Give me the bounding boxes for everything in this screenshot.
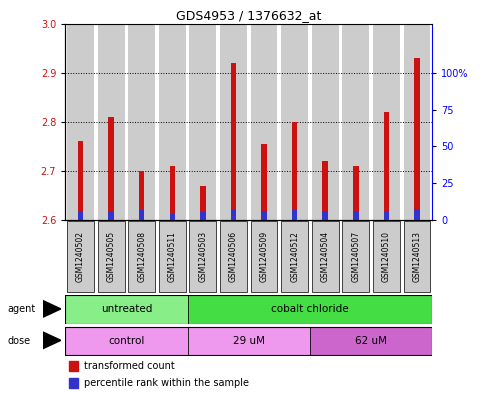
Text: 62 uM: 62 uM — [355, 336, 387, 346]
Text: untreated: untreated — [100, 305, 152, 314]
Text: GSM1240505: GSM1240505 — [107, 231, 115, 282]
FancyBboxPatch shape — [403, 221, 430, 292]
Bar — [220, 24, 247, 220]
Bar — [98, 24, 125, 220]
Bar — [170, 214, 175, 219]
Bar — [231, 209, 236, 219]
Bar — [384, 211, 389, 219]
FancyBboxPatch shape — [67, 221, 94, 292]
Bar — [323, 211, 328, 219]
FancyBboxPatch shape — [189, 221, 216, 292]
FancyBboxPatch shape — [65, 296, 187, 324]
Bar — [200, 186, 206, 220]
Text: 29 uM: 29 uM — [233, 336, 265, 346]
Text: GSM1240504: GSM1240504 — [321, 231, 330, 282]
FancyBboxPatch shape — [65, 327, 187, 355]
Text: GSM1240509: GSM1240509 — [259, 231, 269, 282]
Text: GSM1240513: GSM1240513 — [412, 231, 422, 282]
Polygon shape — [43, 300, 61, 318]
FancyBboxPatch shape — [220, 221, 247, 292]
FancyBboxPatch shape — [342, 221, 369, 292]
Bar — [323, 161, 328, 220]
Text: percentile rank within the sample: percentile rank within the sample — [84, 378, 249, 387]
FancyBboxPatch shape — [281, 221, 308, 292]
FancyBboxPatch shape — [373, 221, 400, 292]
Bar — [353, 166, 358, 220]
FancyBboxPatch shape — [251, 221, 278, 292]
Bar — [342, 24, 369, 220]
Bar — [139, 210, 144, 219]
Bar — [353, 211, 358, 219]
Text: cobalt chloride: cobalt chloride — [271, 305, 349, 314]
Text: GSM1240502: GSM1240502 — [76, 231, 85, 282]
FancyBboxPatch shape — [187, 296, 432, 324]
FancyBboxPatch shape — [159, 221, 186, 292]
Bar — [67, 24, 94, 220]
Bar — [78, 211, 83, 219]
FancyBboxPatch shape — [187, 327, 310, 355]
Bar — [69, 378, 78, 387]
Bar — [128, 24, 155, 220]
Bar — [231, 63, 236, 220]
Bar — [373, 24, 400, 220]
Text: GSM1240507: GSM1240507 — [351, 231, 360, 282]
FancyBboxPatch shape — [312, 221, 339, 292]
Bar — [170, 166, 175, 220]
Title: GDS4953 / 1376632_at: GDS4953 / 1376632_at — [176, 9, 321, 22]
Bar — [261, 144, 267, 220]
Text: agent: agent — [7, 304, 35, 314]
Bar — [78, 141, 83, 220]
FancyBboxPatch shape — [310, 327, 432, 355]
Bar — [384, 112, 389, 220]
Bar — [312, 24, 339, 220]
Bar — [281, 24, 308, 220]
Text: GSM1240508: GSM1240508 — [137, 231, 146, 282]
Text: GSM1240510: GSM1240510 — [382, 231, 391, 282]
Bar — [403, 24, 430, 220]
Bar — [108, 211, 114, 219]
FancyBboxPatch shape — [98, 221, 125, 292]
Text: GSM1240512: GSM1240512 — [290, 231, 299, 282]
Text: GSM1240506: GSM1240506 — [229, 231, 238, 282]
Text: GSM1240503: GSM1240503 — [199, 231, 207, 282]
Bar — [159, 24, 186, 220]
Text: control: control — [108, 336, 144, 346]
Bar — [251, 24, 278, 220]
Bar — [189, 24, 216, 220]
Bar — [261, 211, 267, 219]
Bar — [292, 210, 298, 219]
Bar — [108, 117, 114, 220]
Text: transformed count: transformed count — [84, 361, 174, 371]
FancyBboxPatch shape — [128, 221, 155, 292]
Bar — [414, 209, 420, 219]
Polygon shape — [43, 332, 61, 349]
Bar — [414, 58, 420, 220]
Bar — [292, 122, 298, 220]
Text: dose: dose — [7, 336, 30, 346]
Text: GSM1240511: GSM1240511 — [168, 231, 177, 282]
Bar — [139, 171, 144, 220]
Bar — [69, 361, 78, 371]
Bar — [200, 212, 206, 219]
